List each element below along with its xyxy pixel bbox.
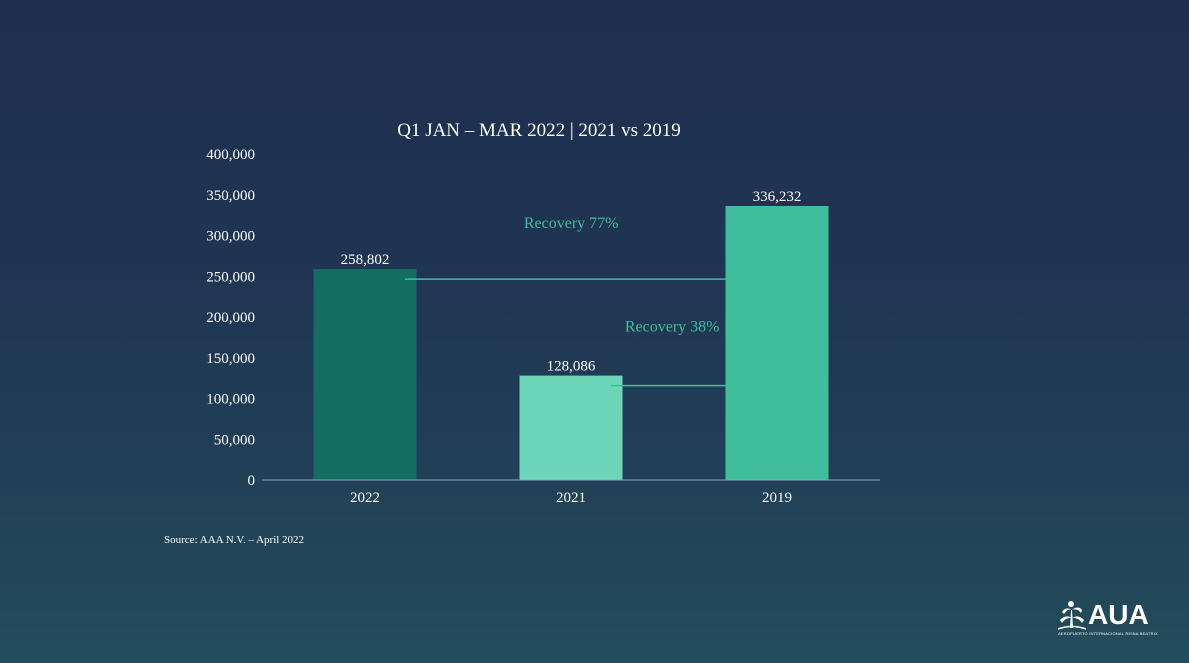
x-tick-label: 2019 [762, 490, 792, 506]
y-axis: 0 50,000 100,000 150,000 200,000 250,000 300,0… [206, 147, 255, 489]
bar-2019 [725, 205, 829, 480]
logo-name: AUA [1088, 599, 1149, 630]
data-label: 336,232 [753, 189, 802, 205]
chart-title: Q1 JAN – MAR 2022 | 2021 vs 2019 [397, 120, 681, 141]
logo-tagline: AEROPUERTO INTERNACIONAL REINA BEATRIX [1058, 631, 1158, 636]
annotations: Recovery 77% Recovery 38% [405, 215, 726, 387]
x-tick-label: 2021 [556, 490, 586, 506]
y-tick-label: 100,000 [206, 392, 255, 408]
palm-tree-icon [1057, 601, 1087, 630]
y-tick-label: 250,000 [206, 269, 255, 285]
x-axis: 2022 2021 2019 [350, 490, 792, 506]
aua-logo: AUA AEROPUERTO INTERNACIONAL REINA BEATR… [1052, 598, 1162, 638]
data-label: 258,802 [341, 252, 390, 268]
bar-2021 [519, 375, 623, 480]
y-tick-label: 350,000 [206, 188, 255, 204]
recovery-label: Recovery 77% [524, 215, 619, 232]
y-tick-label: 300,000 [206, 229, 255, 245]
y-tick-label: 0 [248, 473, 256, 489]
x-tick-label: 2022 [350, 490, 380, 506]
y-tick-label: 200,000 [206, 310, 255, 326]
data-label: 128,086 [547, 359, 596, 375]
recovery-label: Recovery 38% [625, 319, 720, 336]
y-tick-label: 400,000 [206, 147, 255, 163]
bar-2022 [313, 269, 417, 480]
bars: 258,802 128,086 336,232 [313, 189, 829, 480]
y-tick-label: 50,000 [214, 432, 255, 448]
source-note: Source: AAA N.V. – April 2022 [164, 534, 305, 546]
y-tick-label: 150,000 [206, 351, 255, 367]
